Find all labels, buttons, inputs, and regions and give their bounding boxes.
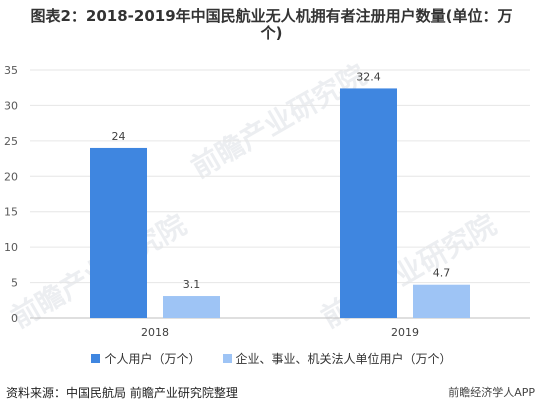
bar-2018-series-2 [163, 296, 220, 318]
legend-label: 个人用户（万个） [104, 352, 201, 366]
chart-title: 图表2：2018-2019年中国民航业无人机拥有者注册用户数量(单位：万 个) [0, 8, 543, 42]
legend-item-2: 企业、事业、机关法人单位用户（万个） [222, 350, 452, 367]
x-tick-label: 2019 [391, 326, 419, 339]
y-tick-label: 35 [4, 64, 18, 77]
chart-legend: 个人用户（万个） 企业、事业、机关法人单位用户（万个） [0, 350, 543, 367]
data-label: 3.1 [183, 278, 201, 291]
source-note: 资料来源：中国民航局 前瞻产业研究院整理 [6, 386, 238, 400]
legend-label: 企业、事业、机关法人单位用户（万个） [235, 352, 452, 366]
title-line-2: 个) [260, 24, 283, 42]
y-tick-label: 20 [4, 170, 18, 183]
legend-swatch [91, 354, 101, 363]
bar-2019-series-2 [413, 284, 470, 318]
y-tick-label: 25 [4, 135, 18, 148]
brand-label: 前瞻经济学人APP [448, 386, 535, 399]
y-tick-label: 0 [11, 312, 18, 325]
data-label: 4.7 [433, 267, 451, 280]
y-tick-label: 30 [4, 99, 18, 112]
x-tick-label: 2018 [141, 326, 169, 339]
data-label: 24 [112, 130, 126, 143]
data-label: 32.4 [356, 70, 381, 83]
legend-swatch [222, 354, 232, 363]
legend-item-1: 个人用户（万个） [91, 350, 201, 367]
bar-2018-series-1 [90, 147, 147, 318]
y-tick-label: 10 [4, 241, 18, 254]
y-tick-label: 5 [11, 277, 18, 290]
y-tick-label: 15 [4, 206, 18, 219]
title-line-1: 图表2：2018-2019年中国民航业无人机拥有者注册用户数量(单位：万 [30, 7, 513, 25]
bar-2019-series-1 [340, 88, 397, 319]
